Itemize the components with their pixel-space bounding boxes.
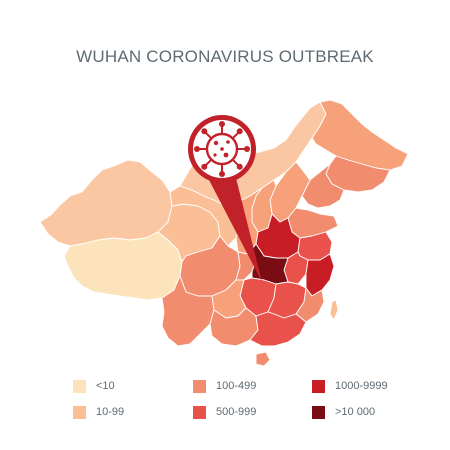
virus-icon [194, 121, 250, 177]
location-pin [208, 178, 262, 282]
region-xinjiang [39, 159, 173, 247]
region-zhejiang [305, 253, 335, 297]
region-liaoning [301, 163, 345, 209]
region-heilongjiang [311, 99, 409, 171]
region-hainan [255, 351, 271, 367]
region-taiwan [329, 299, 339, 321]
region-shandong [287, 207, 339, 239]
map-title: WUHAN CORONAVIRUS OUTBREAK [76, 47, 374, 66]
region-guangdong [249, 311, 307, 347]
